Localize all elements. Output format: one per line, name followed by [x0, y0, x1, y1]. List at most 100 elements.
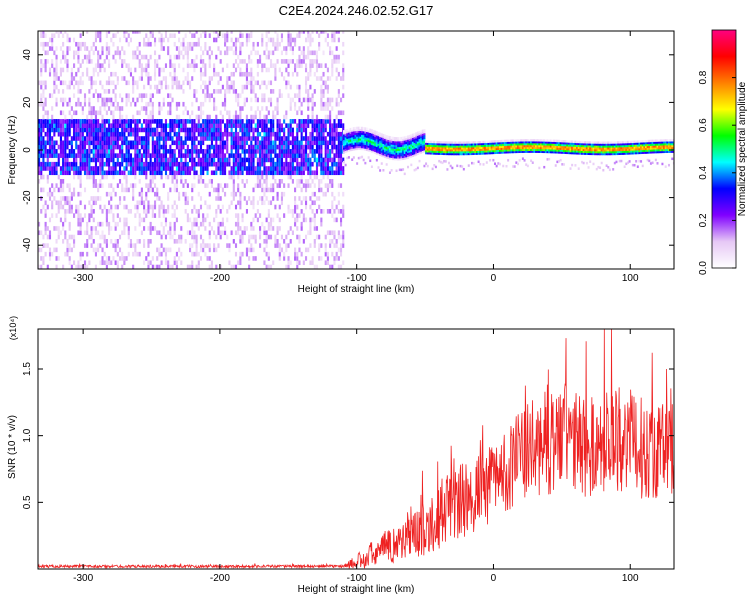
heatmap-cell — [320, 131, 323, 137]
heatmap-cell — [337, 209, 340, 214]
heatmap-cell — [298, 196, 301, 201]
heatmap-cell — [99, 183, 102, 188]
heatmap-cell — [97, 221, 100, 227]
heatmap-cell — [296, 123, 299, 128]
heatmap-cell — [88, 217, 91, 223]
heatmap-cell — [62, 149, 65, 154]
heatmap-cell — [324, 247, 327, 253]
heatmap-cell — [230, 31, 233, 34]
heatmap-cell — [331, 97, 334, 103]
heatmap-cell — [342, 76, 345, 81]
heatmap-cell — [160, 67, 163, 73]
heatmap-cell — [335, 123, 338, 128]
heatmap-cell — [171, 234, 174, 240]
heatmap-cell — [346, 149, 349, 153]
heatmap-cell — [269, 264, 273, 269]
heatmap-cell — [151, 213, 154, 218]
heatmap-cell — [259, 119, 262, 124]
heatmap-cell — [337, 247, 340, 253]
heatmap-cell — [539, 139, 542, 142]
heatmap-cell — [40, 174, 43, 180]
heatmap-cell — [335, 31, 338, 34]
heatmap-cell — [103, 131, 106, 137]
heatmap-cell — [259, 114, 262, 120]
heatmap-cell — [250, 127, 253, 133]
heatmap-cell — [101, 46, 104, 51]
heatmap-cell — [441, 143, 444, 146]
heatmap-cell — [280, 247, 284, 253]
heatmap-cell — [278, 179, 281, 184]
heatmap-cell — [287, 161, 290, 167]
heatmap-cell — [349, 143, 352, 146]
heatmap-cell — [289, 239, 292, 244]
heatmap-cell — [79, 140, 82, 146]
heatmap-cell — [64, 149, 67, 154]
heatmap-cell — [300, 110, 303, 116]
heatmap-cell — [252, 234, 255, 240]
heatmap-cell — [123, 153, 126, 158]
heatmap-cell — [402, 142, 405, 145]
heatmap-cell — [184, 179, 187, 184]
heatmap-cell — [428, 148, 431, 151]
heatmap-cell — [243, 196, 246, 201]
heatmap-cell — [520, 144, 523, 148]
heatmap-cell — [140, 196, 143, 201]
heatmap-cell — [343, 130, 346, 133]
heatmap-cell — [339, 110, 343, 116]
heatmap-cell — [265, 136, 268, 141]
heatmap-cell — [302, 196, 305, 201]
heatmap-cell — [40, 71, 43, 77]
heatmap-cell — [57, 33, 60, 38]
heatmap-cell — [457, 143, 460, 146]
heatmap-cell — [46, 166, 49, 171]
heatmap-cell — [62, 166, 65, 171]
heatmap-cell — [416, 148, 419, 152]
heatmap-cell — [467, 148, 470, 152]
heatmap-cell — [151, 256, 154, 261]
heatmap-cell — [298, 153, 301, 158]
heatmap-cell — [342, 213, 345, 218]
heatmap-cell — [90, 230, 93, 236]
heatmap-cell — [335, 59, 338, 64]
heatmap-cell — [86, 54, 89, 60]
heatmap-cell — [436, 144, 439, 148]
heatmap-cell — [160, 80, 163, 86]
heatmap-cell — [68, 123, 71, 128]
heatmap-cell — [304, 217, 308, 223]
heatmap-cell — [173, 187, 176, 193]
heatmap-cell — [434, 142, 437, 146]
heatmap-cell — [320, 157, 323, 163]
heatmap-cell — [151, 127, 154, 133]
heatmap-cell — [469, 141, 472, 144]
heatmap-cell — [158, 213, 161, 218]
heatmap-cell — [167, 191, 170, 197]
heatmap-cell — [125, 119, 128, 124]
heatmap-cell — [66, 46, 69, 51]
heatmap-cell — [395, 144, 398, 148]
heatmap-cell — [326, 131, 329, 137]
heatmap-cell — [123, 76, 126, 81]
heatmap-cell — [147, 226, 150, 231]
heatmap-cell — [217, 187, 220, 193]
heatmap-cell — [356, 132, 359, 135]
heatmap-cell — [193, 59, 196, 64]
heatmap-cell — [398, 137, 401, 140]
heatmap-cell — [551, 139, 554, 142]
heatmap-cell — [132, 127, 135, 133]
heatmap-cell — [77, 50, 80, 56]
heatmap-cell — [97, 247, 100, 253]
heatmap-cell — [566, 151, 569, 155]
heatmap-cell — [261, 106, 264, 111]
heatmap-cell — [90, 110, 93, 116]
heatmap-cell — [393, 156, 396, 159]
heatmap-cell — [42, 144, 45, 150]
heatmap-cell — [561, 145, 564, 149]
heatmap-cell — [248, 54, 251, 60]
heatmap-cell — [90, 119, 93, 124]
heatmap-cell — [86, 119, 89, 124]
heatmap-cell — [361, 147, 364, 151]
heatmap-cell — [250, 226, 253, 231]
heatmap-cell — [241, 251, 244, 257]
heatmap-cell — [252, 136, 255, 141]
heatmap-cell — [134, 166, 137, 171]
